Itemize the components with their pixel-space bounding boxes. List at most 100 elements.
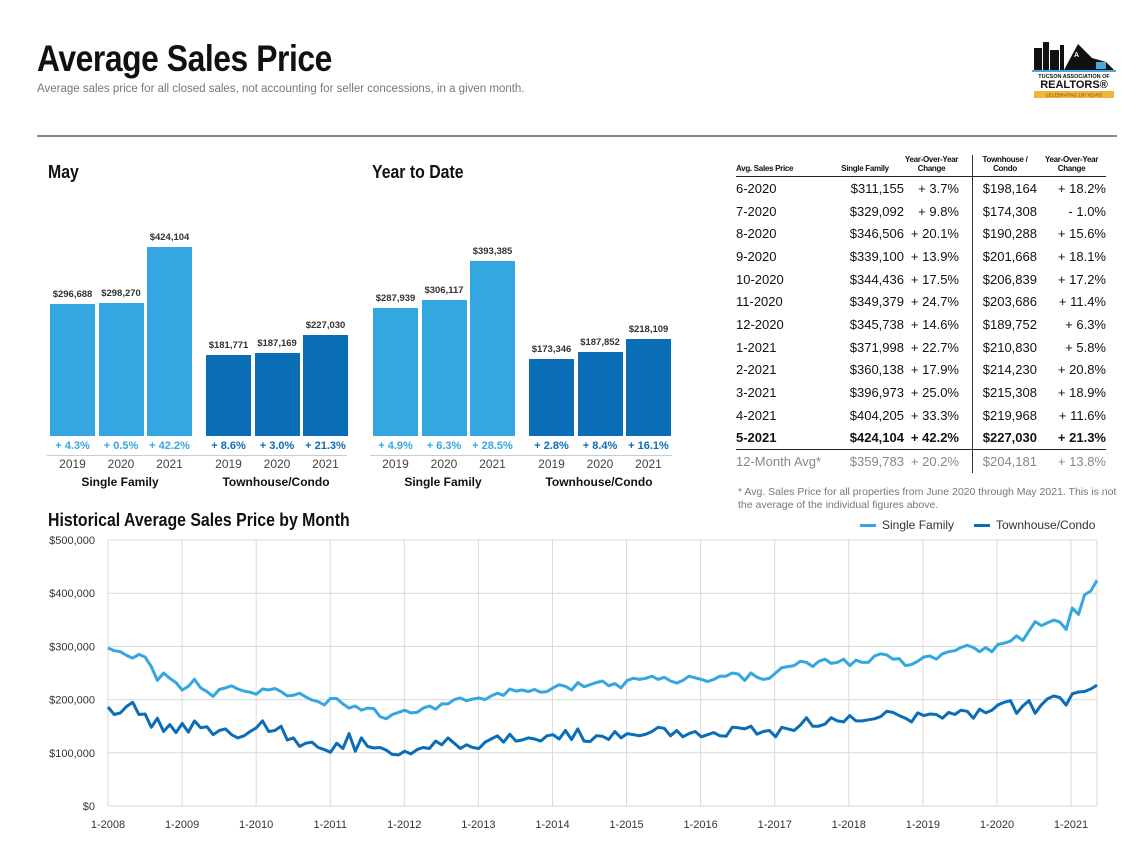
series-line-townhouse-condo (106, 683, 1098, 757)
legend-label: Townhouse/Condo (996, 518, 1096, 532)
page-subtitle: Average sales price for all closed sales… (37, 83, 525, 95)
svg-text:TUCSON ASSOCIATION OF: TUCSON ASSOCIATION OF (1038, 74, 1110, 80)
table-cell: $214,230 (982, 362, 1037, 378)
table-cell: $311,155 (850, 180, 904, 196)
table-cell: + 17.2% (1057, 271, 1106, 287)
x-tick-label: 1-2018 (832, 819, 866, 831)
change-label: + 42.2% (149, 440, 190, 452)
table-cell: $198,164 (982, 180, 1037, 196)
table-cell: + 13.9% (904, 245, 973, 268)
table-cell: 9-2020 (736, 248, 777, 264)
table-cell: $404,205 (849, 407, 904, 423)
table-cell: + 21.3% (1037, 426, 1106, 451)
year-label: 2021 (156, 457, 183, 471)
table-cell: $174,308 (982, 203, 1037, 219)
header-divider (37, 135, 1117, 137)
table-cell: + 13.8% (1057, 454, 1106, 470)
x-tick-label: 1-2021 (1054, 819, 1088, 831)
table-cell: $329,092 (849, 203, 904, 219)
table-row: 7-2020 $329,092 + 9.8% $174,308 - 1.0% (736, 199, 1106, 223)
table-row-12-month-avg: 12-Month Avg* $359,783 + 20.2% $204,181 + 13… (736, 449, 1106, 473)
column-header: Avg. Sales Price (736, 155, 826, 177)
y-tick-label: $200,000 (49, 695, 95, 707)
bar-may-1-2020 (254, 352, 300, 436)
bar-axis-line (370, 455, 672, 456)
bar-may-0-2021 (147, 247, 192, 436)
year-label: 2020 (107, 457, 135, 471)
table-cell: 12-2020 (736, 316, 784, 332)
table-cell: 10-2020 (736, 271, 784, 287)
change-label: + 21.3% (305, 440, 346, 452)
legend-single-family: Single Family (860, 518, 954, 532)
x-tick-label: 1-2012 (387, 819, 421, 831)
table-cell: 8-2020 (736, 226, 777, 242)
table-cell: $190,288 (982, 226, 1037, 242)
legend-swatch (974, 523, 990, 527)
bar-value-label: $187,852 (580, 337, 620, 349)
table-cell: + 20.2% (904, 449, 973, 473)
monthly-price-table: Avg. Sales Price Single Family Year-Over-Y… (736, 155, 1106, 473)
historical-chart-title: Historical Average Sales Price by Month (48, 510, 350, 530)
may-section-title: May (48, 162, 79, 182)
change-label: + 6.3% (426, 440, 462, 452)
table-row: 5-2021 $424,104 + 42.2% $227,030 + 21.3% (736, 426, 1106, 451)
column-header: Year-Over-Year Change (904, 155, 973, 177)
table-cell: $227,030 (972, 426, 1037, 451)
table-cell: $210,830 (982, 339, 1037, 355)
table-cell: + 17.9% (904, 358, 973, 382)
year-label: 2021 (312, 457, 339, 471)
table-cell: + 18.2% (1057, 180, 1106, 196)
table-cell: $219,968 (982, 407, 1037, 423)
x-tick-label: 1-2010 (239, 819, 273, 831)
change-label: + 28.5% (472, 440, 513, 452)
bar-value-label: $173,346 (531, 343, 572, 355)
table-cell: - 1.0% (1068, 203, 1106, 219)
x-tick-label: 1-2008 (91, 819, 125, 831)
table-cell: + 14.6% (904, 313, 973, 336)
table-row: 11-2020 $349,379 + 24.7% $203,686 + 11.4% (736, 290, 1106, 314)
bar-ytd-1-2019 (529, 358, 574, 436)
legend-label: Single Family (882, 518, 955, 532)
year-label: 2019 (382, 457, 409, 471)
table-cell: + 15.6% (1057, 226, 1106, 242)
table-cell: + 9.8% (904, 199, 973, 223)
table-footnote: * Avg. Sales Price for all properties fr… (738, 486, 1117, 511)
x-tick-label: 1-2014 (535, 819, 569, 831)
table-cell: + 18.1% (1057, 248, 1106, 264)
page-title: Average Sales Price (37, 38, 332, 79)
year-label: 2019 (215, 457, 242, 471)
table-cell: $201,668 (982, 248, 1037, 264)
table-cell: + 24.7% (904, 290, 973, 314)
table-cell: 2-2021 (736, 362, 777, 378)
table-row: 8-2020 $346,506 + 20.1% $190,288 + 15.6% (736, 222, 1106, 246)
x-tick-label: 1-2017 (758, 819, 792, 831)
bar-value-label: $227,030 (305, 319, 346, 331)
table-cell: + 20.8% (1057, 362, 1106, 378)
table-cell: $339,100 (849, 248, 904, 264)
table-cell: $204,181 (982, 454, 1037, 470)
bar-may-0-2020 (98, 303, 144, 436)
table-cell: 5-2021 (736, 426, 826, 451)
table-cell: $396,973 (849, 385, 904, 401)
table-cell: + 5.8% (1065, 339, 1106, 355)
change-label: + 16.1% (628, 440, 669, 452)
change-label: + 2.8% (534, 440, 569, 452)
change-label: + 8.6% (211, 440, 246, 452)
table-cell: + 25.0% (904, 381, 973, 404)
legend-swatch (860, 523, 876, 527)
bar-may-1-2021 (303, 334, 348, 436)
table-row: 3-2021 $396,973 + 25.0% $215,308 + 18.9% (736, 381, 1106, 404)
bar-ytd-1-2021 (626, 338, 671, 436)
table-cell: + 33.3% (904, 403, 973, 427)
table-cell: $203,686 (982, 294, 1037, 310)
table-cell: $189,752 (982, 316, 1037, 332)
table-cell: $215,308 (982, 385, 1037, 401)
svg-text:CELEBRATING 100 YEARS: CELEBRATING 100 YEARS (1046, 93, 1103, 98)
ytd-section-title: Year to Date (372, 162, 464, 182)
year-label: 2021 (635, 457, 662, 471)
legend-townhouse-condo: Townhouse/Condo (974, 518, 1095, 532)
x-tick-label: 1-2020 (980, 819, 1014, 831)
x-tick-label: 1-2013 (461, 819, 495, 831)
table-cell: + 18.9% (1057, 385, 1106, 401)
